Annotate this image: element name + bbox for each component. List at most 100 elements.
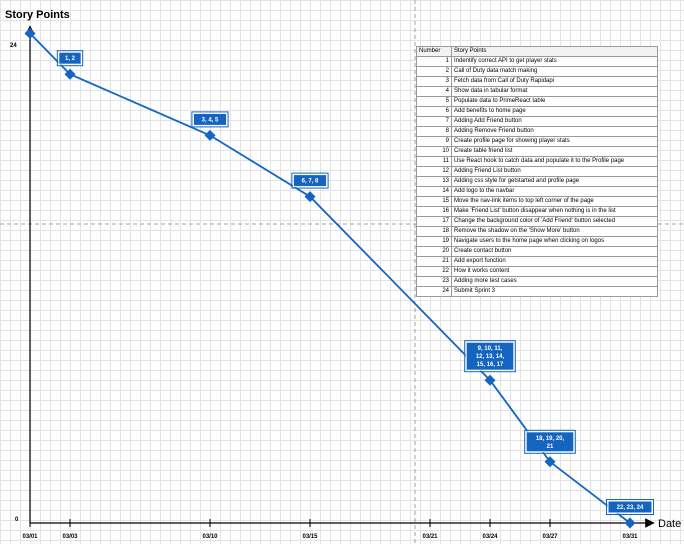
table-cell-number: 11 <box>416 156 452 167</box>
table-cell-number: 17 <box>416 216 452 227</box>
table-cell-number: 10 <box>416 146 452 157</box>
table-row: 15 Move the nav-link items to top left co… <box>416 196 658 207</box>
table-row: 22 How it works content <box>416 266 658 277</box>
table-header-number: Number <box>416 46 452 57</box>
table-cell-number: 9 <box>416 136 452 147</box>
point-annotation-label: 1, 2 <box>65 56 76 62</box>
table-cell-number: 4 <box>416 86 452 97</box>
table-row: 9 Create profile page for showing player … <box>416 136 658 147</box>
table-row: 20 Create contact button <box>416 246 658 257</box>
table-row: 8 Adding Remove Friend button <box>416 126 658 137</box>
point-annotation-label: 9, 10, 11, 12, 13, 14, 15, 16, 17 <box>476 346 505 368</box>
table-cell-story: Create table friend list <box>451 146 658 157</box>
point-annotation-border <box>464 340 516 373</box>
table-cell-story: Submit Sprint 3 <box>451 286 658 297</box>
table-row: 1 Indentify correct API to get player sta… <box>416 56 658 67</box>
table-cell-number: 14 <box>416 186 452 197</box>
table-row: 24 Submit Sprint 3 <box>416 286 658 297</box>
table-cell-story: Add logo to the navbar <box>451 186 658 197</box>
table-row: 16 Make 'Friend List' button disappear wh… <box>416 206 658 217</box>
table-cell-story: Adding more test cases <box>451 276 658 287</box>
data-point <box>24 27 36 39</box>
point-annotation-box <box>58 51 82 65</box>
table-cell-story: Adding Friend List button <box>451 166 658 177</box>
point-annotation-label: 18, 19, 20, 21 <box>536 436 565 450</box>
table-cell-number: 20 <box>416 246 452 257</box>
point-annotation-label: 6, 7, 8 <box>302 179 319 185</box>
point-annotation-box <box>465 341 515 371</box>
table-row: 6 Add benefits to home page <box>416 106 658 117</box>
point-annotation-border <box>56 50 84 67</box>
table-cell-number: 7 <box>416 116 452 127</box>
data-point <box>204 129 216 141</box>
table-cell-number: 22 <box>416 266 452 277</box>
table-cell-number: 1 <box>416 56 452 67</box>
data-point <box>484 374 496 386</box>
table-cell-number: 3 <box>416 76 452 87</box>
table-row: 13 Adding css style for getstarted and pr… <box>416 176 658 187</box>
point-annotation-box <box>607 500 653 514</box>
point-annotation-label: 3, 4, 5 <box>202 117 219 123</box>
table-row: 7 Adding Add Friend button <box>416 116 658 127</box>
table-cell-number: 19 <box>416 236 452 247</box>
point-annotation-border <box>524 429 576 454</box>
table-cell-number: 21 <box>416 256 452 267</box>
x-tick-label: 03/03 <box>62 534 78 540</box>
data-point <box>64 68 76 80</box>
table-cell-story: Create contact button <box>451 246 658 257</box>
point-annotation-border <box>291 172 329 189</box>
data-point <box>624 517 636 529</box>
table-cell-number: 18 <box>416 226 452 237</box>
table-cell-number: 23 <box>416 276 452 287</box>
table-cell-story: Use React hook to catch data and populat… <box>451 156 658 167</box>
y-axis-title: Story Points <box>5 9 70 21</box>
table-row: 23 Adding more test cases <box>416 276 658 287</box>
y-tick-label: 24 <box>10 43 17 49</box>
table-cell-number: 8 <box>416 126 452 137</box>
table-row: 18 Remove the shadow on the 'Show More' b… <box>416 226 658 237</box>
table-row: 11 Use React hook to catch data and popul… <box>416 156 658 167</box>
table-cell-number: 2 <box>416 66 452 77</box>
table-cell-number: 6 <box>416 106 452 117</box>
table-row: 17 Change the background color of 'Add Fr… <box>416 216 658 227</box>
table-cell-number: 15 <box>416 196 452 207</box>
table-cell-story: Adding Remove Friend button <box>451 126 658 137</box>
table-cell-story: How it works content <box>451 266 658 277</box>
table-cell-story: Call of Duty data match making <box>451 66 658 77</box>
x-tick-label: 03/01 <box>22 534 38 540</box>
table-cell-number: 24 <box>416 286 452 297</box>
x-tick-label: 03/27 <box>542 534 558 540</box>
table-row: 4 Show data in tabular format <box>416 86 658 97</box>
table-cell-number: 16 <box>416 206 452 217</box>
table-cell-number: 5 <box>416 96 452 107</box>
point-annotation-border <box>606 499 654 515</box>
table-cell-story: Add export function <box>451 256 658 267</box>
x-tick-label: 03/31 <box>622 534 638 540</box>
point-annotation-box <box>292 174 328 188</box>
table-cell-story: Navigate users to the home page when cli… <box>451 236 658 247</box>
table-cell-story: Adding Add Friend button <box>451 116 658 127</box>
table-cell-story: Add benefits to home page <box>451 106 658 117</box>
table-row: 10 Create table friend list <box>416 146 658 157</box>
y-tick-label: 0 <box>15 517 19 523</box>
table-row: 14 Add logo to the navbar <box>416 186 658 197</box>
table-cell-story: Create profile page for showing player s… <box>451 136 658 147</box>
x-tick-label: 03/15 <box>302 534 318 540</box>
x-tick-label: 03/21 <box>422 534 438 540</box>
table-row: 3 Fetch data from Call of Duty Rapidapi <box>416 76 658 87</box>
point-annotation-border <box>191 111 229 128</box>
point-annotation-box <box>192 112 228 126</box>
table-row: 12 Adding Friend List button <box>416 166 658 177</box>
data-point <box>544 456 556 468</box>
x-tick-label: 03/10 <box>202 534 218 540</box>
table-row: 21 Add export function <box>416 256 658 267</box>
x-axis-title: Date <box>658 518 681 530</box>
table-row: 5 Populate data to PrimeReact table <box>416 96 658 107</box>
table-row: 19 Navigate users to the home page when c… <box>416 236 658 247</box>
table-cell-number: 12 <box>416 166 452 177</box>
table-cell-story: Fetch data from Call of Duty Rapidapi <box>451 76 658 87</box>
table-cell-story: Make 'Friend List' button disappear when… <box>451 206 658 217</box>
table-cell-story: Indentify correct API to get player stat… <box>451 56 658 67</box>
table-cell-story: Show data in tabular format <box>451 86 658 97</box>
table-cell-story: Move the nav-link items to top left corn… <box>451 196 658 207</box>
